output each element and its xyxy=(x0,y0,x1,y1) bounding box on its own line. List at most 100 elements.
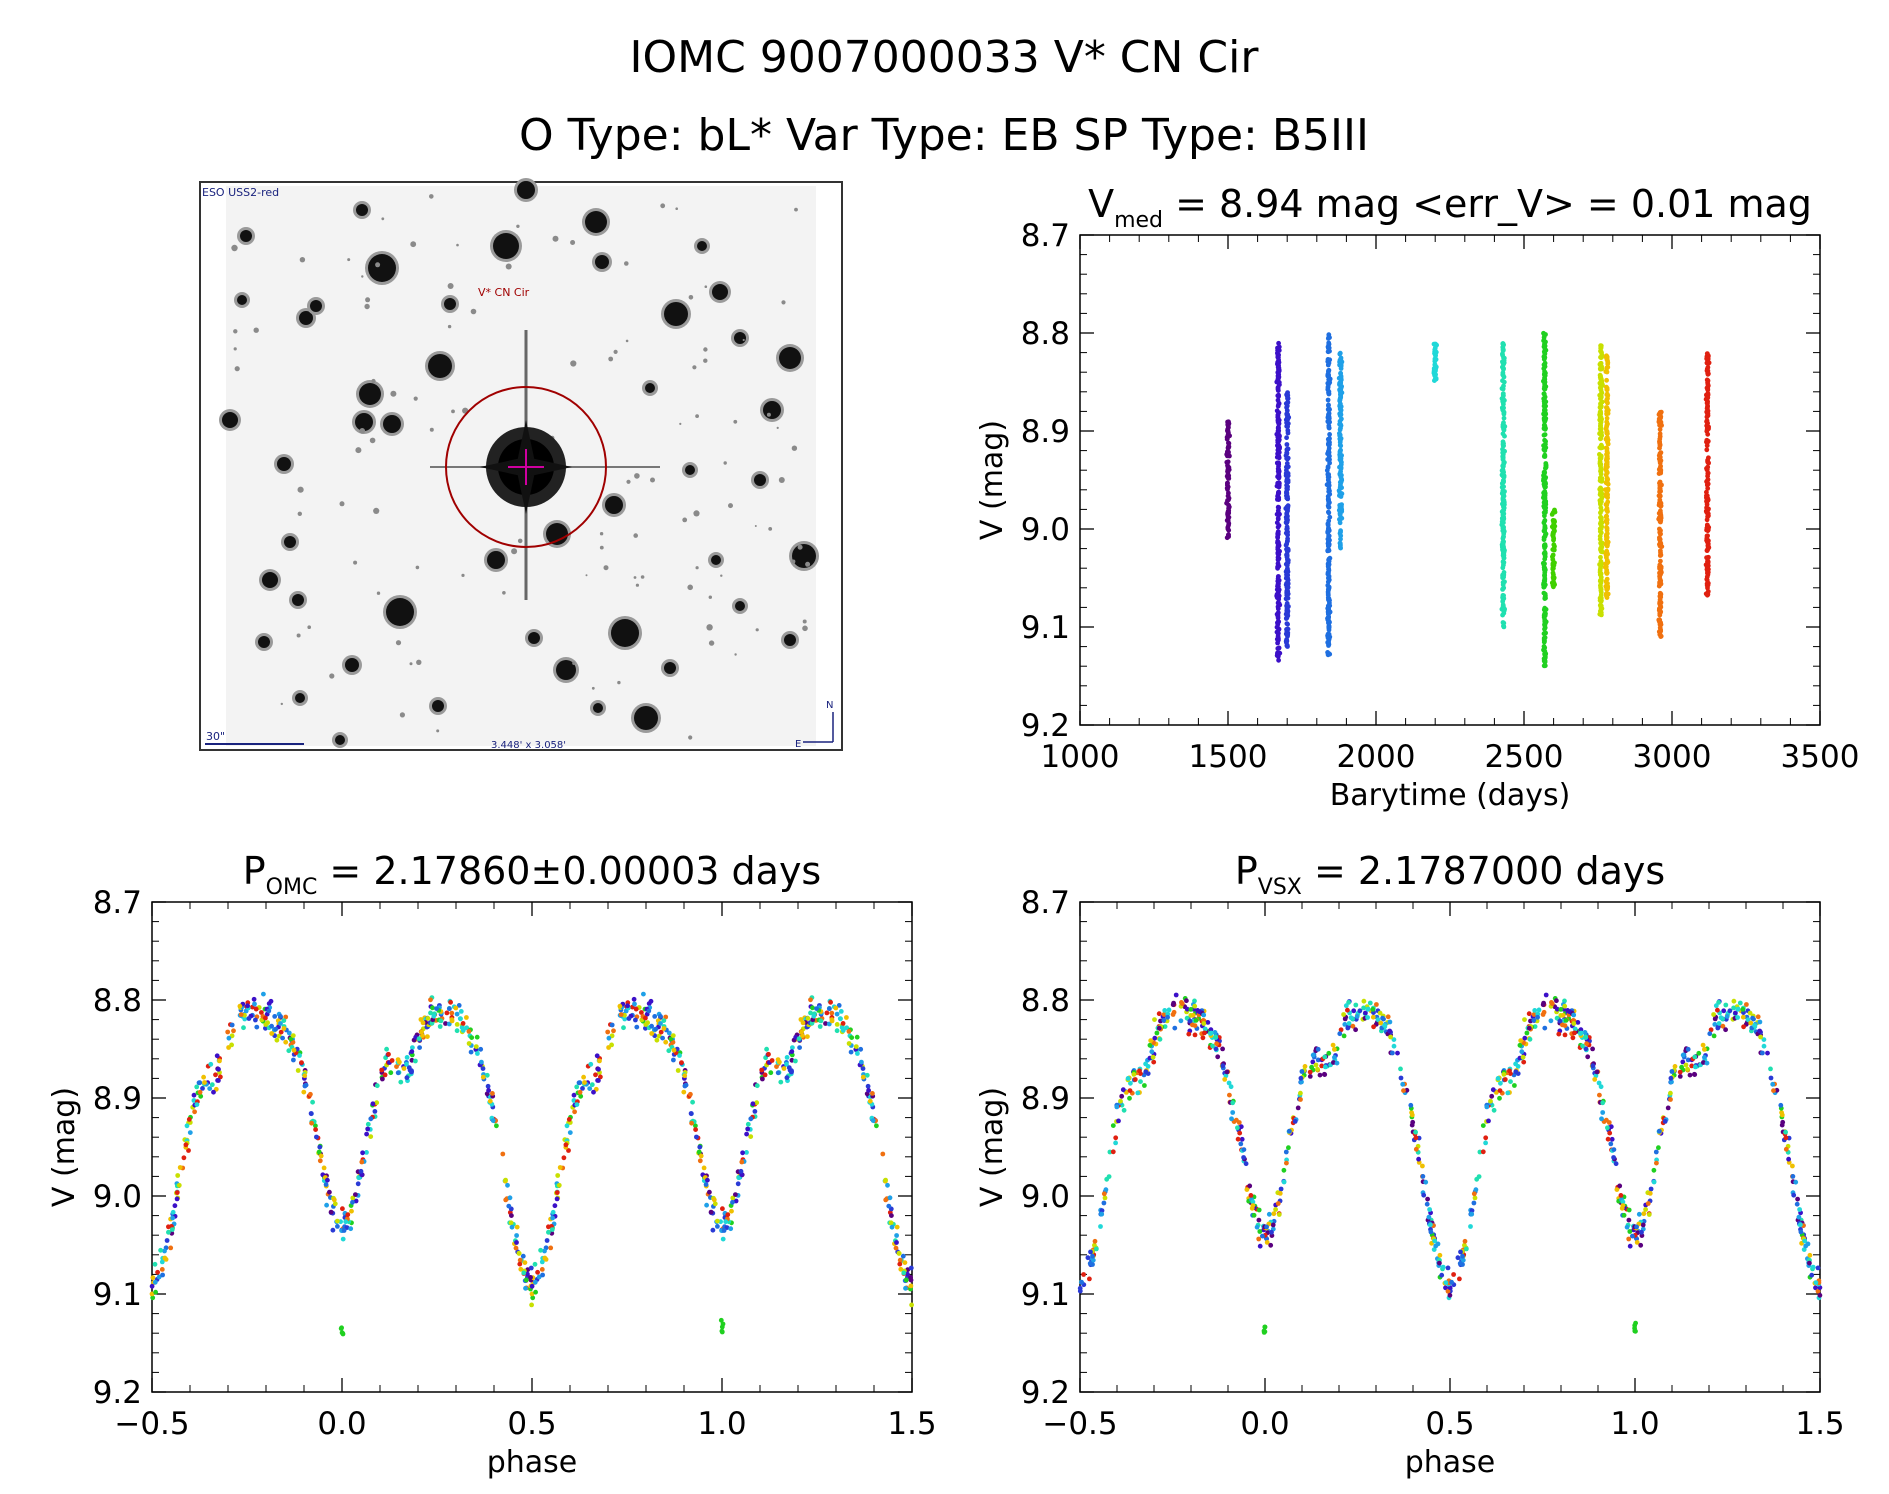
data-point xyxy=(1341,1033,1347,1039)
data-point xyxy=(889,1224,895,1230)
data-point xyxy=(1620,1199,1626,1205)
data-point xyxy=(313,1127,318,1132)
data-point xyxy=(1127,1088,1133,1093)
data-point xyxy=(894,1224,900,1230)
data-point xyxy=(1189,1022,1195,1028)
data-point xyxy=(1659,423,1664,428)
data-point xyxy=(1630,1233,1635,1239)
data-point xyxy=(643,1025,648,1031)
data-point xyxy=(666,1048,672,1054)
data-point xyxy=(460,1021,466,1026)
data-point xyxy=(1276,454,1281,460)
data-point xyxy=(404,1061,409,1067)
data-point xyxy=(1524,1030,1530,1036)
data-point xyxy=(748,1116,754,1122)
faint-star xyxy=(608,356,614,362)
data-point xyxy=(1213,1046,1219,1052)
data-point xyxy=(1202,1030,1207,1036)
star-core xyxy=(735,601,745,611)
data-point xyxy=(552,1203,558,1209)
data-point xyxy=(1557,1018,1563,1024)
data-point xyxy=(542,1255,548,1261)
data-point xyxy=(1598,421,1603,427)
data-point xyxy=(725,1212,731,1218)
y-axis-label: V (mag) xyxy=(975,420,1010,540)
data-point xyxy=(1755,1014,1761,1020)
data-point xyxy=(1657,482,1663,487)
data-point xyxy=(632,1001,637,1007)
faint-star xyxy=(704,285,708,289)
star-core xyxy=(292,594,304,606)
data-point xyxy=(837,1016,843,1021)
data-point xyxy=(1645,1201,1651,1206)
y-tick-label: 8.7 xyxy=(93,885,142,921)
data-point xyxy=(1413,1135,1419,1141)
data-point xyxy=(1542,630,1547,636)
data-point xyxy=(1780,1119,1786,1125)
data-point xyxy=(1471,1200,1477,1206)
data-point xyxy=(1337,357,1343,363)
data-point xyxy=(594,1053,600,1059)
data-point xyxy=(388,1070,394,1076)
data-point xyxy=(1107,1149,1113,1155)
data-point xyxy=(1327,598,1332,603)
data-point xyxy=(1624,1224,1630,1230)
data-point xyxy=(574,1102,580,1107)
data-point xyxy=(253,1017,258,1023)
data-point xyxy=(1494,1090,1499,1095)
faint-star xyxy=(720,574,723,577)
data-point xyxy=(598,1074,603,1080)
x-tick-label: 1.5 xyxy=(1795,1406,1844,1442)
data-point xyxy=(818,1018,824,1024)
data-point xyxy=(469,1035,475,1040)
data-point xyxy=(1345,1007,1350,1013)
star-core xyxy=(295,693,305,703)
data-point xyxy=(1276,552,1281,557)
faint-star xyxy=(802,625,808,632)
data-point xyxy=(1740,1014,1746,1020)
data-point xyxy=(1337,511,1343,517)
data-point xyxy=(1584,1041,1589,1047)
data-point xyxy=(1200,1035,1206,1041)
data-point xyxy=(1621,1212,1627,1218)
data-point xyxy=(1090,1253,1095,1259)
data-point xyxy=(1633,1328,1638,1334)
data-point xyxy=(1744,1002,1749,1007)
data-point xyxy=(1332,1047,1337,1052)
data-point xyxy=(1597,430,1603,436)
data-point xyxy=(1338,370,1343,376)
data-point xyxy=(214,1053,220,1059)
star-core xyxy=(664,662,676,674)
data-point xyxy=(1617,1183,1623,1189)
faint-star xyxy=(682,517,688,523)
data-point xyxy=(1371,1024,1376,1030)
data-point xyxy=(380,1076,385,1082)
data-point xyxy=(1256,1207,1262,1213)
data-point xyxy=(1299,1079,1304,1085)
data-point xyxy=(909,1302,914,1308)
data-point xyxy=(730,1195,736,1201)
data-point xyxy=(327,1189,332,1195)
data-point xyxy=(1500,372,1506,378)
data-point xyxy=(1626,1217,1632,1223)
data-point xyxy=(1286,1145,1291,1151)
data-point xyxy=(166,1224,171,1230)
data-point xyxy=(1604,415,1610,421)
data-point xyxy=(1513,1061,1518,1067)
data-point xyxy=(1226,532,1231,538)
data-point xyxy=(1323,1064,1328,1070)
data-point xyxy=(514,1240,519,1245)
star-core xyxy=(763,401,781,419)
data-point xyxy=(164,1238,170,1243)
data-point xyxy=(587,1086,593,1091)
data-point xyxy=(1575,1020,1581,1025)
data-point xyxy=(1432,358,1438,364)
star-core xyxy=(734,332,746,344)
data-point xyxy=(1277,1191,1283,1196)
data-point xyxy=(693,1127,698,1132)
star-core xyxy=(310,300,322,312)
data-point xyxy=(1256,1217,1262,1223)
data-point xyxy=(406,1065,412,1071)
faint-star xyxy=(723,461,727,465)
data-point xyxy=(855,1051,860,1056)
